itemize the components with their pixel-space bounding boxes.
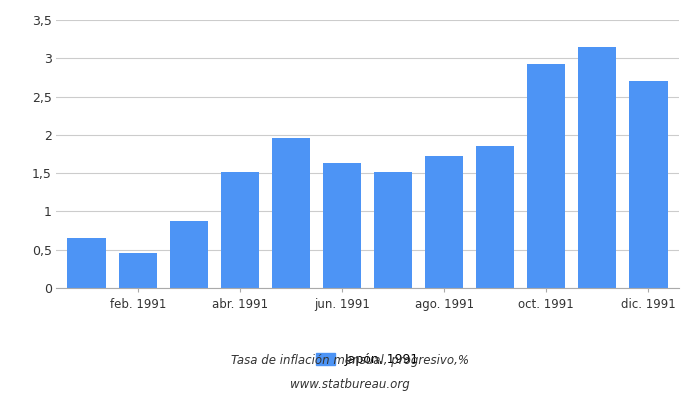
Bar <box>374 172 412 288</box>
Bar <box>476 146 514 288</box>
Legend: Japón, 1991: Japón, 1991 <box>316 353 419 366</box>
Bar <box>323 163 361 288</box>
Bar <box>67 238 106 288</box>
Bar <box>629 81 668 288</box>
Bar <box>425 156 463 288</box>
Text: www.statbureau.org: www.statbureau.org <box>290 378 410 391</box>
Bar <box>527 64 566 288</box>
Bar <box>118 253 157 288</box>
Bar <box>169 221 208 288</box>
Text: Tasa de inflación mensual, progresivo,%: Tasa de inflación mensual, progresivo,% <box>231 354 469 367</box>
Bar <box>272 138 310 288</box>
Bar <box>578 47 617 288</box>
Bar <box>220 172 259 288</box>
